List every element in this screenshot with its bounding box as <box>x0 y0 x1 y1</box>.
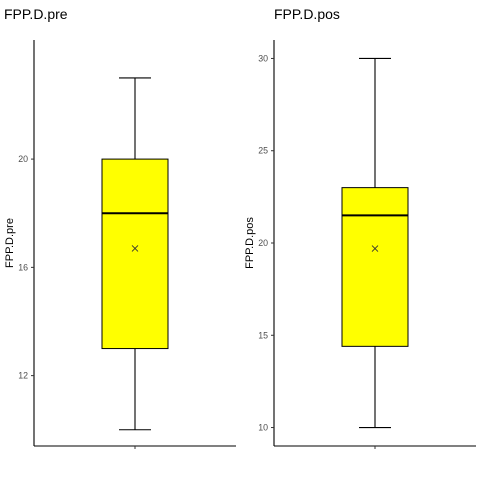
y-tick-label: 10 <box>258 423 268 433</box>
y-tick-label: 15 <box>258 330 268 340</box>
y-axis-title: FPP.D.pre <box>4 218 16 268</box>
boxplot-panel-pre: FPP.D.pre FPP.D.pre 12 16 20 <box>4 6 236 449</box>
y-tick-label: 30 <box>258 53 268 63</box>
y-tick-label: 12 <box>18 371 28 381</box>
iqr-box <box>342 188 408 347</box>
y-tick-label: 16 <box>18 262 28 272</box>
y-tick-label: 20 <box>258 238 268 248</box>
boxplot-panel-pos: FPP.D.pos FPP.D.pos 10 15 20 25 30 <box>244 6 476 449</box>
y-axis-title: FPP.D.pos <box>244 217 256 269</box>
panel-title: FPP.D.pos <box>274 6 340 22</box>
iqr-box <box>102 159 168 348</box>
panel-title: FPP.D.pre <box>4 6 68 22</box>
y-tick-label: 20 <box>18 154 28 164</box>
y-tick-label: 25 <box>258 146 268 156</box>
